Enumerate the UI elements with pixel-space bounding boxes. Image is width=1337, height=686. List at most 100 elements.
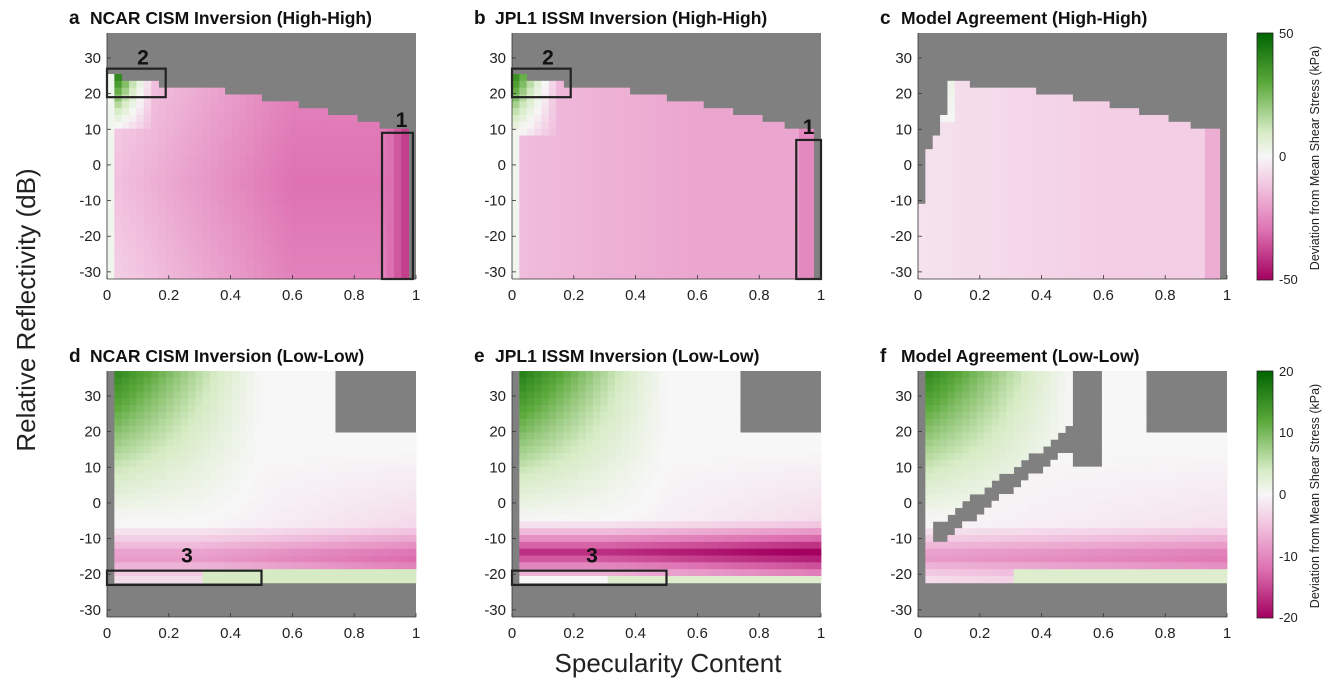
heatmap-cell (1116, 149, 1125, 157)
heatmap-cell (210, 156, 218, 164)
heatmap-cell (158, 251, 167, 259)
heatmap-cell (1131, 203, 1140, 212)
heatmap-cell (195, 425, 204, 433)
heatmap-cell (1146, 272, 1154, 280)
heatmap-cell (615, 142, 623, 150)
heatmap-cell (327, 398, 336, 406)
heatmap-cell (534, 535, 542, 543)
heatmap-cell (327, 258, 336, 266)
heatmap-cell (195, 500, 204, 509)
heatmap-cell (305, 425, 314, 433)
heatmap-cell (710, 190, 719, 198)
heatmap-cell (180, 135, 189, 143)
heatmap-cell (349, 162, 358, 171)
heatmap-cell (1197, 190, 1206, 198)
heatmap-cell (136, 272, 145, 280)
heatmap-cell (283, 135, 292, 143)
heatmap-cell (659, 142, 667, 150)
heatmap-cell (607, 425, 616, 433)
heatmap-cell (541, 244, 550, 253)
heatmap-cell (173, 473, 181, 481)
heatmap-cell (1197, 156, 1206, 164)
heatmap-cell (695, 190, 704, 198)
heatmap-cell (1101, 108, 1110, 116)
heatmap-cell (401, 446, 410, 454)
heatmap-cell (1116, 244, 1125, 253)
heatmap-cell (622, 190, 631, 198)
heatmap-cell (335, 487, 343, 495)
heatmap-cell (784, 224, 792, 232)
heatmap-cell (114, 142, 123, 150)
heatmap-cell (114, 507, 123, 515)
heatmap-cell (1190, 197, 1198, 205)
heatmap-cell (202, 197, 211, 205)
heatmap-cell (776, 231, 785, 239)
heatmap-cell (592, 391, 601, 399)
heatmap-cell (276, 521, 284, 529)
heatmap-cell (239, 432, 248, 440)
heatmap-cell (585, 439, 594, 447)
heatmap-cell (290, 251, 299, 259)
heatmap-cell (607, 108, 616, 116)
heatmap-cell (932, 217, 941, 225)
heatmap-cell (180, 405, 189, 413)
heatmap-cell (246, 142, 255, 150)
heatmap-cell (754, 115, 763, 123)
heatmap-cell (327, 156, 336, 164)
heatmap-cell (969, 121, 978, 130)
heatmap-cell (1079, 258, 1088, 266)
heatmap-cell (165, 108, 174, 116)
heatmap-cell (784, 135, 792, 143)
heatmap-cell (305, 115, 314, 123)
heatmap-cell (1072, 108, 1081, 116)
heatmap-cell (386, 473, 395, 481)
heatmap-cell (600, 453, 609, 461)
heatmap-cell (173, 500, 181, 509)
heatmap-cell (202, 244, 211, 253)
heatmap-cell (371, 156, 380, 164)
heatmap-cell (313, 439, 321, 447)
heatmap-cell (578, 569, 586, 577)
heatmap-cell (1043, 231, 1051, 239)
highlight-box-label: 1 (803, 116, 815, 139)
heatmap-cell (740, 217, 748, 225)
heatmap-cell (1212, 210, 1221, 218)
heatmap-cell (962, 183, 970, 191)
heatmap-cell (217, 418, 226, 427)
heatmap-cell (637, 203, 645, 212)
heatmap-cell (114, 217, 123, 225)
heatmap-cell (688, 258, 697, 266)
heatmap-cell (379, 459, 387, 468)
heatmap-cell (173, 514, 181, 522)
heatmap-cell (224, 272, 233, 280)
heatmap-cell (136, 251, 145, 259)
heatmap-cell (129, 555, 137, 563)
heatmap-cell (1050, 258, 1059, 266)
heatmap-cell (622, 384, 631, 392)
heatmap-cell (673, 115, 682, 123)
heatmap-cell (947, 197, 956, 205)
heatmap-cell (224, 500, 233, 509)
heatmap-cell (232, 128, 240, 136)
heatmap-cell (158, 541, 167, 550)
heatmap-cell (1057, 224, 1066, 232)
heatmap-cell (320, 473, 329, 481)
heatmap-cell (349, 224, 358, 232)
heatmap-cell (607, 142, 616, 150)
heatmap-cell (246, 272, 255, 280)
highlight-box-label: 2 (137, 47, 149, 70)
heatmap-cell (232, 176, 240, 184)
heatmap-cell (327, 142, 336, 150)
heatmap-cell (592, 377, 601, 386)
heatmap-cell (1160, 265, 1169, 273)
heatmap-cell (371, 210, 380, 218)
heatmap-cell (276, 115, 284, 123)
heatmap-cell (195, 480, 204, 488)
heatmap-cell (991, 87, 1000, 95)
heatmap-cell (283, 190, 292, 198)
heatmap-cell (246, 412, 255, 420)
heatmap-cell (1212, 183, 1221, 191)
heatmap-cell (1028, 108, 1037, 116)
heatmap-cell (298, 371, 307, 379)
heatmap-cell (254, 398, 262, 406)
